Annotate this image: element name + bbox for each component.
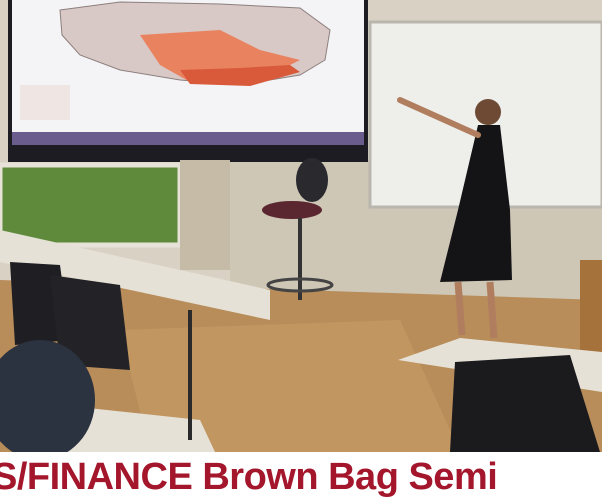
leg [458, 282, 462, 335]
head [475, 99, 501, 125]
caption: S/FINANCE Brown Bag Semi [0, 455, 602, 499]
cabinet [580, 260, 602, 360]
legend-box [20, 85, 70, 120]
pillar [180, 160, 230, 270]
chair-back [296, 158, 328, 202]
chair-seat [262, 201, 322, 219]
page: S/FINANCE Brown Bag Semi [0, 0, 602, 499]
leg [490, 282, 494, 338]
window [0, 165, 180, 245]
photo [0, 0, 602, 452]
slide-footer [12, 132, 364, 145]
